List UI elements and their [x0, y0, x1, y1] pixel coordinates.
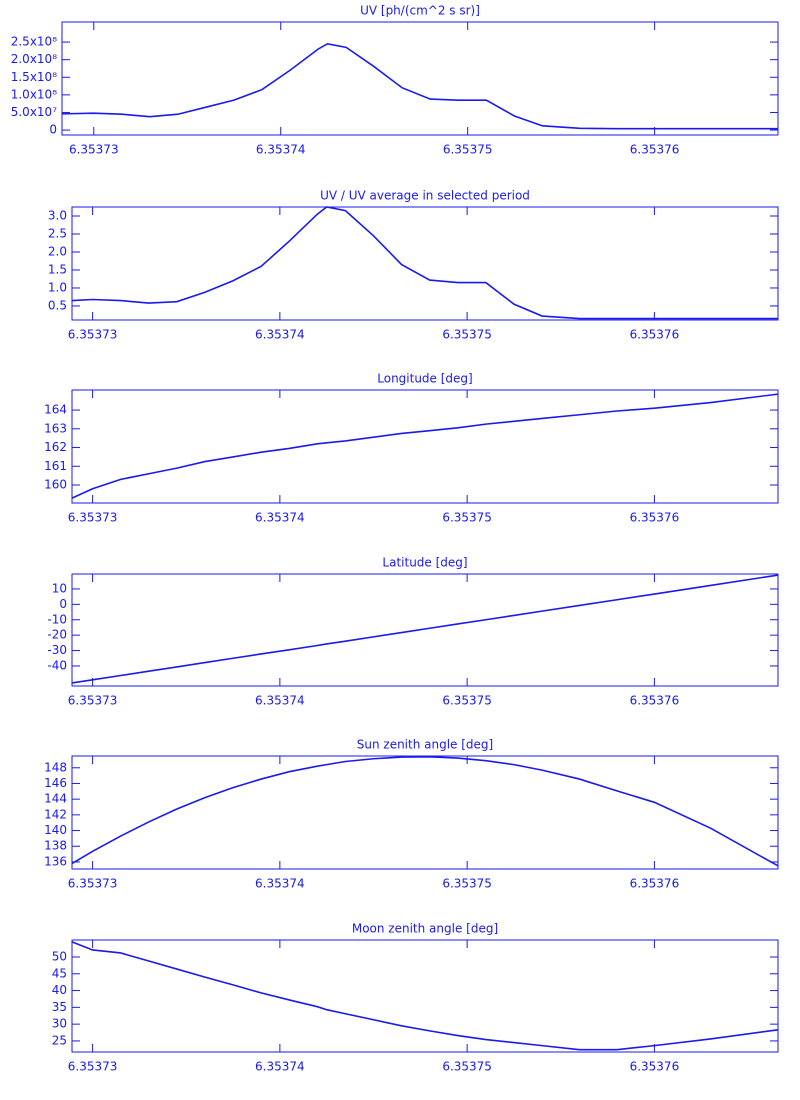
x-tick-label: 6.35373: [69, 143, 119, 157]
y-tick-label: -20: [47, 628, 67, 642]
plot-frame: [71, 389, 779, 504]
y-tick-label: -10: [47, 612, 67, 626]
x-tick-label: 6.35373: [68, 1060, 118, 1074]
data-line: [61, 42, 778, 130]
y-tick-label: 0: [49, 123, 57, 137]
chart-title: Sun zenith angle [deg]: [357, 738, 493, 752]
y-tick-label: 148: [44, 760, 67, 774]
y-tick-label: 5.0x10⁷: [11, 105, 57, 119]
y-tick-label: 30: [52, 1017, 67, 1031]
x-tick-label: 6.35376: [630, 143, 680, 157]
chart-title: Latitude [deg]: [382, 556, 467, 570]
x-tick-label: 6.35376: [630, 1060, 680, 1074]
data-line: [71, 756, 779, 867]
y-tick-label: 1.0x10⁸: [11, 87, 57, 101]
y-tick-label: 3.0: [48, 208, 67, 222]
y-tick-label: 140: [44, 823, 67, 837]
chart-title: Longitude [deg]: [377, 372, 472, 386]
x-tick-label: 6.35373: [68, 694, 118, 708]
y-tick-label: 2.5x10⁸: [11, 35, 57, 49]
y-tick-label: 1.5x10⁸: [11, 70, 57, 84]
y-tick-label: 50: [52, 949, 67, 963]
y-tick-label: 10: [52, 581, 67, 595]
y-tick-label: -40: [47, 658, 67, 672]
y-tick-label: 136: [44, 854, 67, 868]
x-tick-label: 6.35374: [255, 694, 305, 708]
plot-frame: [71, 573, 779, 687]
plot-frame: [61, 21, 779, 136]
chart-title: Moon zenith angle [deg]: [352, 922, 498, 936]
y-tick-label: 144: [44, 792, 67, 806]
x-tick-label: 6.35376: [630, 694, 680, 708]
x-tick-label: 6.35375: [442, 694, 492, 708]
y-tick-label: 162: [44, 440, 67, 454]
y-tick-label: 146: [44, 776, 67, 790]
x-tick-label: 6.35374: [255, 328, 305, 342]
x-tick-label: 6.35376: [630, 877, 680, 891]
y-tick-label: 25: [52, 1033, 67, 1047]
y-tick-label: -30: [47, 643, 67, 657]
plot-frame: [71, 939, 779, 1053]
chart-title: UV [ph/(cm^2 s sr)]: [360, 4, 480, 18]
data-line: [71, 574, 779, 684]
x-tick-label: 6.35375: [443, 143, 493, 157]
x-tick-label: 6.35374: [255, 1060, 305, 1074]
y-tick-label: 2.5: [48, 226, 67, 240]
x-tick-label: 6.35373: [68, 877, 118, 891]
y-tick-label: 142: [44, 807, 67, 821]
x-tick-label: 6.35374: [256, 143, 306, 157]
y-tick-label: 164: [44, 403, 67, 417]
plot-frame: [71, 755, 779, 870]
y-tick-label: 35: [52, 1000, 67, 1014]
x-tick-label: 6.35376: [630, 511, 680, 525]
x-tick-label: 6.35373: [68, 328, 118, 342]
x-tick-label: 6.35374: [255, 511, 305, 525]
y-tick-label: 161: [44, 459, 67, 473]
plot-frame: [71, 206, 779, 321]
y-tick-label: 2.0x10⁸: [11, 52, 57, 66]
data-line: [71, 206, 778, 320]
x-tick-label: 6.35374: [255, 877, 305, 891]
x-tick-label: 6.35375: [442, 877, 492, 891]
data-line: [71, 941, 779, 1051]
y-tick-label: 0: [59, 597, 67, 611]
x-tick-label: 6.35375: [442, 511, 492, 525]
x-tick-label: 6.35375: [442, 328, 492, 342]
y-tick-label: 1.5: [48, 262, 67, 276]
y-tick-label: 160: [44, 478, 67, 492]
x-tick-label: 6.35376: [630, 328, 680, 342]
chart-title: UV / UV average in selected period: [320, 189, 530, 203]
y-tick-label: 138: [44, 839, 67, 853]
x-tick-label: 6.35373: [68, 511, 118, 525]
x-tick-label: 6.35375: [442, 1060, 492, 1074]
data-line: [71, 393, 779, 499]
y-tick-label: 1.0: [48, 280, 67, 294]
y-tick-label: 45: [52, 966, 67, 980]
y-tick-label: 40: [52, 983, 67, 997]
y-tick-label: 2.0: [48, 244, 67, 258]
y-tick-label: 0.5: [48, 298, 67, 312]
y-tick-label: 163: [44, 421, 67, 435]
